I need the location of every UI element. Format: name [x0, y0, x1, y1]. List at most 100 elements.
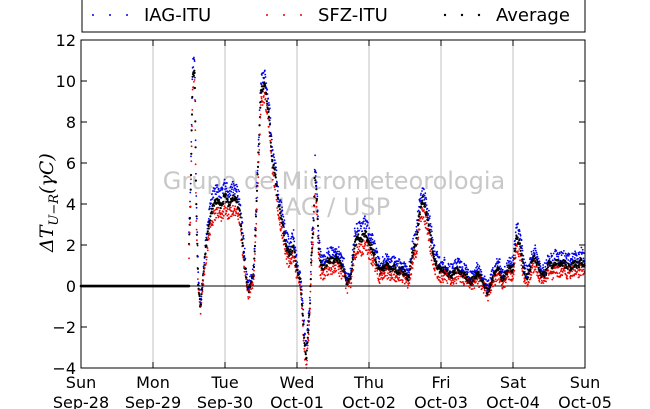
point-sfz-itu [502, 286, 505, 288]
point-iag-itu [418, 199, 421, 202]
point-average [570, 268, 573, 271]
point-iag-itu [236, 194, 239, 197]
point-iag-itu [293, 240, 296, 243]
point-iag-itu [316, 193, 318, 196]
point-sfz-itu [323, 273, 326, 276]
point-sfz-itu [495, 280, 498, 283]
point-sfz-itu [418, 228, 421, 231]
point-sfz-itu [364, 243, 367, 246]
point-sfz-itu [222, 217, 224, 220]
point-average [506, 273, 509, 276]
y-tick-label: 8 [66, 113, 76, 132]
point-sfz-itu [440, 275, 443, 277]
point-sfz-itu [194, 163, 197, 166]
point-iag-itu [378, 260, 380, 263]
point-iag-itu [293, 237, 295, 240]
point-average [427, 223, 430, 226]
point-sfz-itu [314, 193, 317, 195]
point-iag-itu [432, 239, 434, 241]
point-average [309, 285, 312, 288]
point-average [189, 188, 192, 191]
point-sfz-itu [326, 270, 328, 273]
point-sfz-itu [216, 214, 219, 217]
point-sfz-itu [350, 275, 353, 278]
point-iag-itu [428, 209, 430, 212]
point-average [313, 176, 316, 179]
point-average [201, 288, 204, 291]
point-average [195, 233, 198, 236]
point-sfz-itu [511, 275, 514, 278]
point-iag-itu [482, 277, 485, 280]
point-iag-itu [438, 256, 441, 258]
point-sfz-itu [208, 237, 211, 240]
point-average [219, 207, 222, 210]
point-iag-itu [286, 241, 289, 244]
point-average [326, 257, 329, 260]
point-sfz-itu [234, 205, 237, 208]
point-sfz-itu [294, 270, 297, 273]
point-iag-itu [322, 259, 324, 262]
point-average [309, 278, 312, 281]
point-sfz-itu [384, 274, 387, 277]
point-sfz-itu [266, 104, 268, 107]
point-iag-itu [245, 270, 248, 273]
point-iag-itu [332, 249, 335, 252]
x-tick-label-date: Sep-28 [53, 393, 109, 409]
point-sfz-itu [518, 248, 521, 250]
y-tick-label: 2 [66, 236, 76, 255]
point-sfz-itu [425, 227, 428, 230]
point-average [265, 100, 268, 103]
x-tick-label-date: Sep-29 [125, 393, 181, 409]
point-sfz-itu [252, 283, 254, 286]
point-iag-itu [556, 252, 559, 254]
point-iag-itu [364, 215, 366, 218]
point-sfz-itu [253, 269, 255, 272]
point-average [253, 244, 257, 248]
point-average [195, 215, 198, 218]
point-sfz-itu [357, 251, 360, 254]
point-iag-itu [310, 241, 313, 244]
point-iag-itu [309, 299, 311, 301]
legend-label-average: Average [496, 5, 570, 26]
point-iag-itu [202, 265, 205, 268]
point-iag-itu [429, 215, 431, 218]
point-average [527, 276, 530, 279]
point-iag-itu [315, 181, 318, 184]
point-sfz-itu [428, 246, 431, 249]
point-iag-itu [441, 263, 444, 266]
x-tick-label-day: Sun [570, 373, 600, 392]
legend-label-iag-itu: IAG-ITU [144, 5, 211, 26]
legend: IAG-ITU SFZ-ITU Average [81, 0, 586, 33]
point-average [300, 292, 303, 295]
point-average [550, 261, 553, 264]
point-iag-itu [332, 254, 335, 256]
point-sfz-itu [253, 274, 256, 277]
point-iag-itu [517, 222, 519, 225]
point-sfz-itu [524, 279, 526, 282]
point-average [509, 267, 512, 270]
point-sfz-itu [519, 259, 521, 262]
point-average [261, 90, 264, 93]
point-iag-itu [366, 220, 369, 223]
point-average [189, 173, 193, 177]
point-iag-itu [430, 234, 433, 237]
point-iag-itu [415, 229, 418, 231]
point-sfz-itu [386, 278, 389, 280]
point-sfz-itu [513, 262, 516, 264]
point-iag-itu [371, 234, 374, 237]
point-average [188, 233, 191, 236]
point-iag-itu [532, 249, 535, 252]
point-iag-itu [536, 255, 539, 258]
point-sfz-itu [337, 265, 340, 268]
point-iag-itu [345, 272, 348, 275]
point-sfz-itu [251, 282, 254, 284]
point-average [393, 264, 396, 267]
point-iag-itu [235, 191, 238, 193]
point-iag-itu [522, 260, 524, 263]
point-iag-itu [552, 252, 555, 255]
point-iag-itu [280, 201, 283, 204]
point-sfz-itu [275, 198, 278, 201]
point-average [529, 268, 532, 271]
point-sfz-itu [261, 99, 263, 102]
point-average [580, 258, 583, 261]
